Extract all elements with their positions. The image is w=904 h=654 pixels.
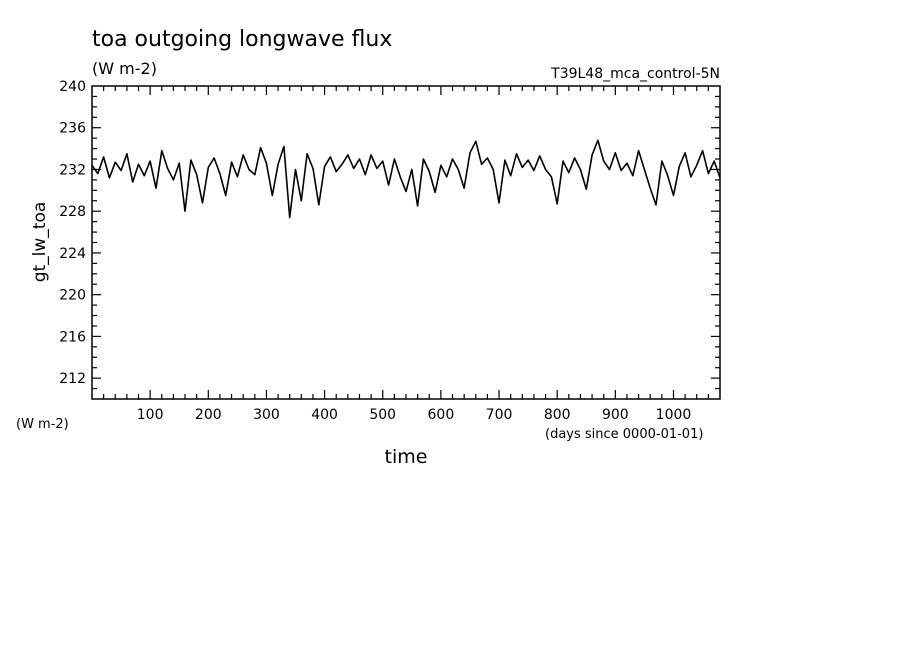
y-tick-label: 232 xyxy=(59,162,86,178)
plot-frame xyxy=(91,85,721,400)
experiment-label: T39L48_mca_control-5N xyxy=(550,66,720,82)
x-tick-label: 500 xyxy=(369,407,396,423)
x-tick-label: 600 xyxy=(428,407,455,423)
x-tick-label: 400 xyxy=(311,407,338,423)
y-tick-label: 216 xyxy=(59,329,86,345)
x-tick-label: 900 xyxy=(602,407,629,423)
x-tick-label: 700 xyxy=(486,407,513,423)
series-line xyxy=(91,139,721,219)
x-axis-units: (days since 0000-01-01) xyxy=(545,427,703,442)
y-axis-tick-labels: 212 216 220 224 228 232 236 240 xyxy=(59,79,86,387)
chart-title: toa outgoing longwave flux xyxy=(92,27,392,52)
chart-subtitle: (W m-2) xyxy=(92,59,157,78)
y-tick-label: 228 xyxy=(59,204,86,220)
x-tick-label: 1000 xyxy=(656,407,692,423)
x-tick-label: 100 xyxy=(137,407,164,423)
x-tick-label: 300 xyxy=(253,407,280,423)
x-axis-label: time xyxy=(385,446,428,468)
y-tick-label: 224 xyxy=(59,246,86,262)
y-tick-label: 236 xyxy=(59,121,86,137)
y-tick-label: 220 xyxy=(59,288,86,304)
y-tick-label: 212 xyxy=(59,371,86,387)
y-tick-label: 240 xyxy=(59,79,86,95)
y-axis-ticks xyxy=(92,95,720,390)
x-axis-tick-labels: 100 200 300 400 500 600 700 800 900 1000 xyxy=(137,407,692,423)
y-axis-label: gt_lw_toa xyxy=(30,202,50,283)
x-tick-label: 200 xyxy=(195,407,222,423)
x-axis-ticks xyxy=(103,86,709,399)
y-axis-units: (W m-2) xyxy=(16,417,69,432)
x-tick-label: 800 xyxy=(544,407,571,423)
